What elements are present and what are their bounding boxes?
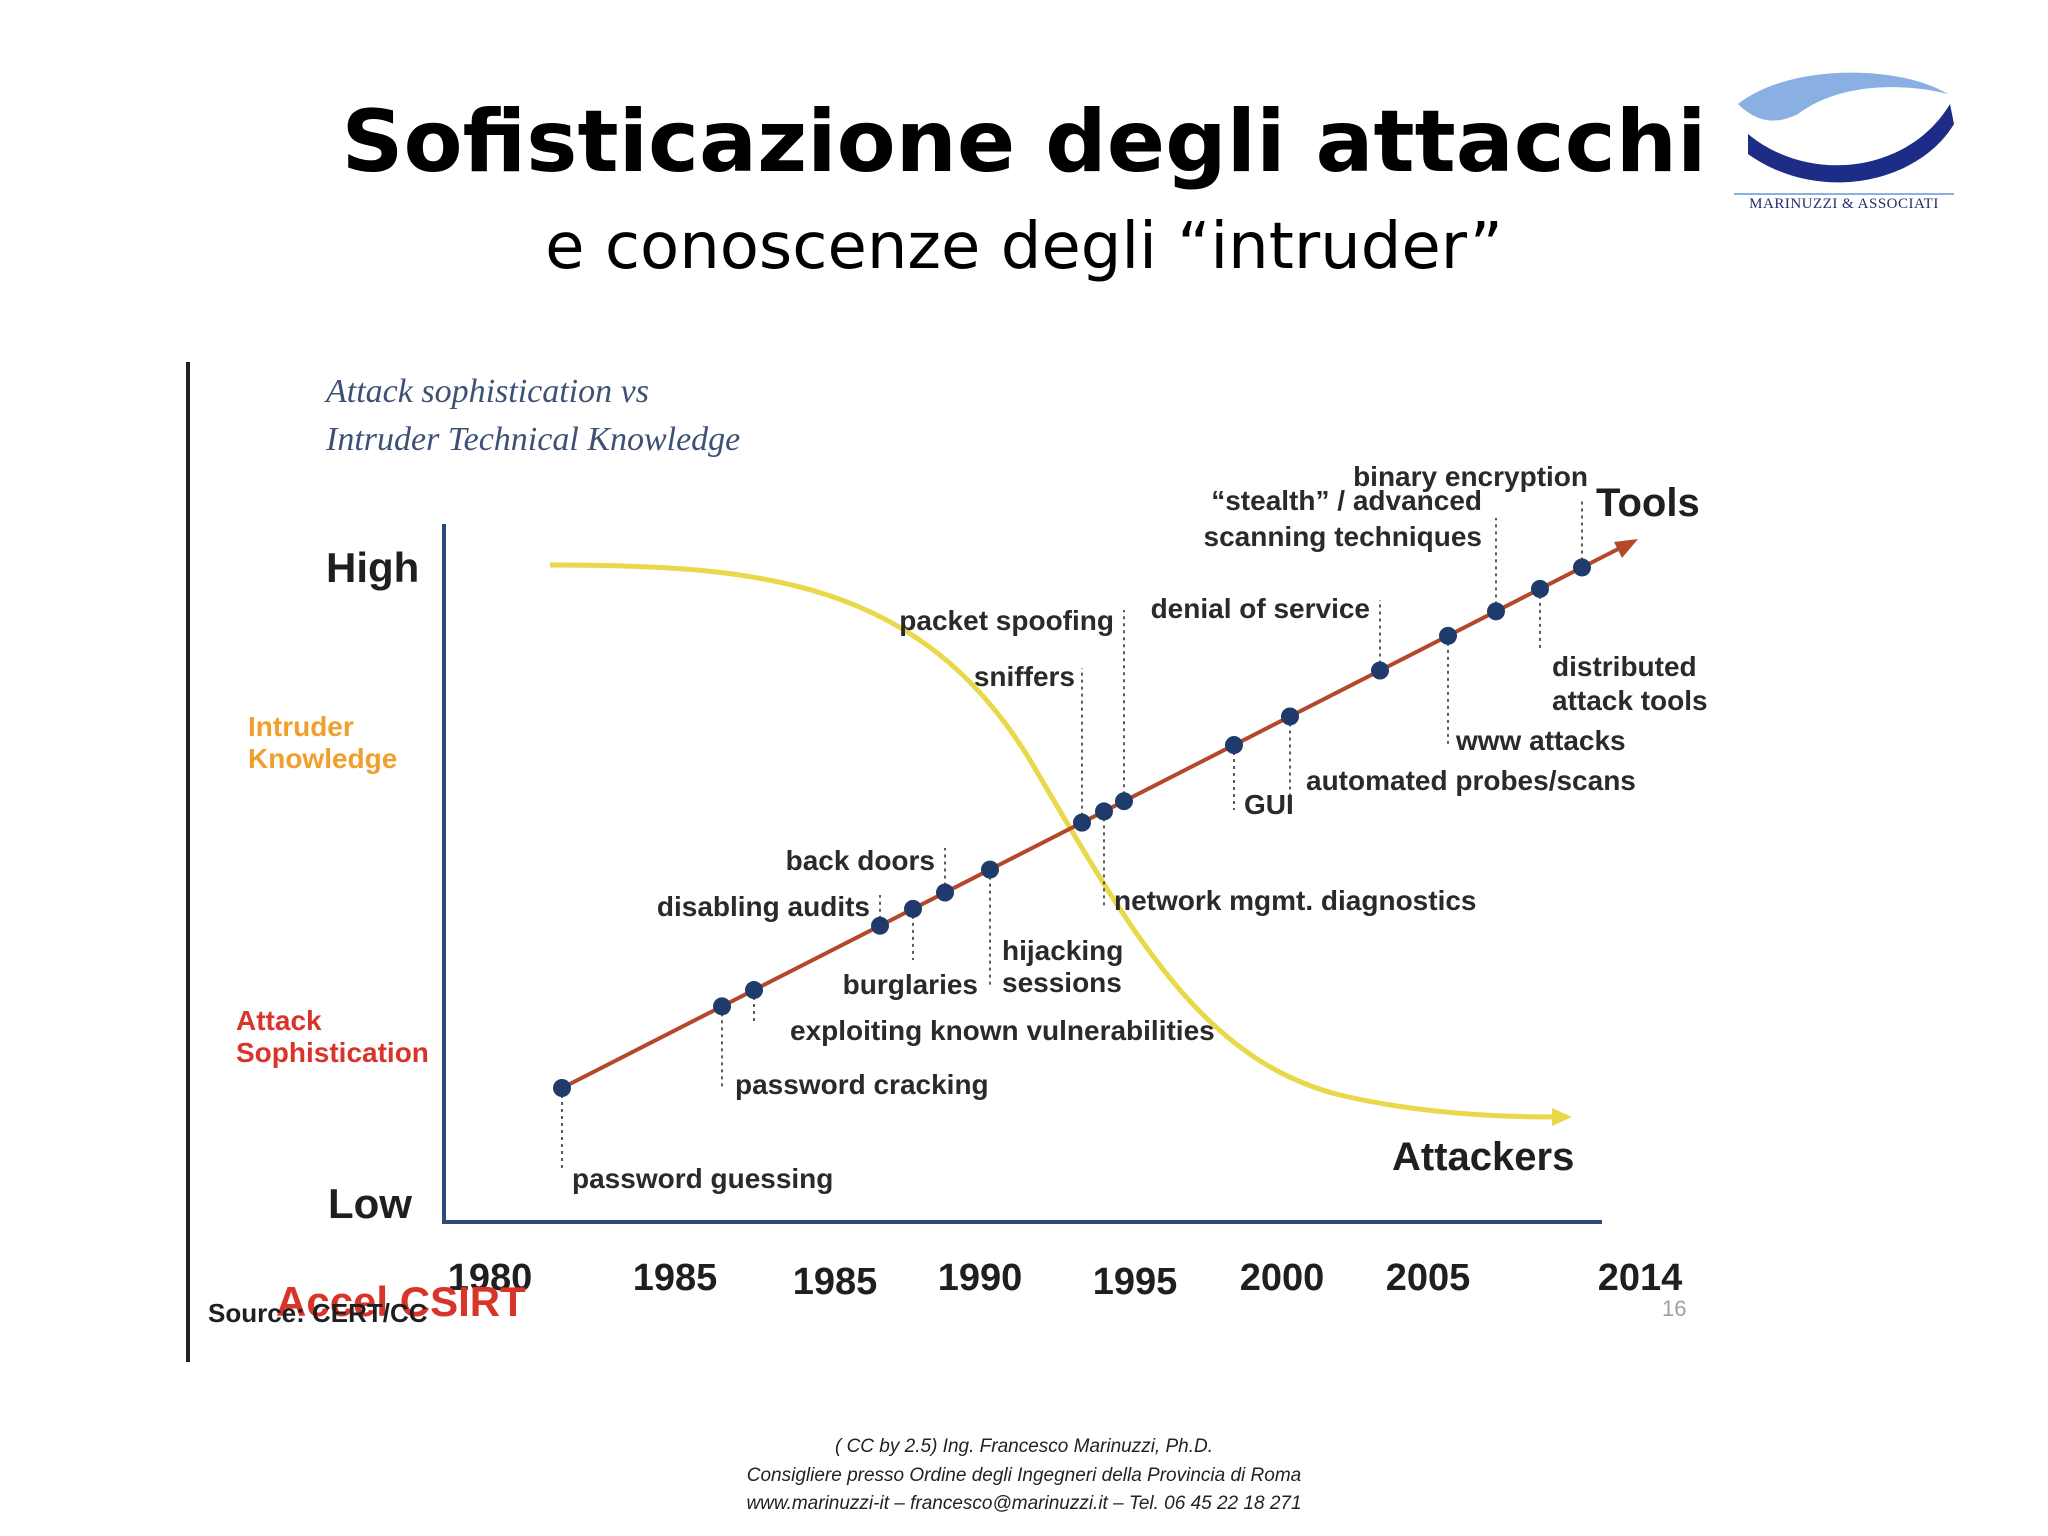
- x-tick-label-2: 1985: [633, 1257, 718, 1299]
- event-label-11: GUI: [1244, 789, 1294, 820]
- event-label-14: www attacks: [1455, 725, 1626, 756]
- logo-icon: [1734, 72, 1954, 195]
- event-point-15: [1487, 602, 1505, 621]
- event-point-7: [981, 860, 999, 879]
- overlay-accel-csirt-label: Accel CSIRT: [276, 1278, 526, 1325]
- event-label-8: sniffers: [974, 661, 1075, 692]
- footer-line-2: Consigliere presso Ordine degli Ingegner…: [746, 1465, 1302, 1486]
- y-low-label: Low: [328, 1180, 412, 1227]
- source-label: Source: CERT/CC: [208, 1298, 428, 1328]
- event-label-5: burglaries: [843, 969, 978, 1000]
- legend-intruder-knowledge-1: Intruder: [248, 711, 354, 742]
- chart-area: Attack sophistication vs Intruder Technic…: [190, 360, 1770, 1360]
- legend-intruder-knowledge-2: Knowledge: [248, 743, 397, 774]
- event-label-16-b: attack tools: [1552, 685, 1708, 716]
- event-label-7-a: hijacking: [1002, 935, 1123, 966]
- event-label-10: packet spoofing: [899, 605, 1114, 636]
- legend-attack-sophistication-2: Sophistication: [236, 1037, 429, 1068]
- frame-left-border: [186, 362, 190, 1362]
- knowledge-curve-arrowhead: [1552, 1108, 1572, 1126]
- attack-chart: Attack sophistication vs Intruder Technic…: [208, 373, 1708, 1328]
- x-tick-label-6: 2000: [1240, 1257, 1325, 1299]
- event-point-13: [1371, 661, 1389, 680]
- event-label-6: back doors: [786, 845, 935, 876]
- footer-line-1: ( CC by 2.5) Ing. Francesco Marinuzzi, P…: [834, 1436, 1213, 1457]
- legend-attack-sophistication-1: Attack: [236, 1005, 322, 1036]
- event-label-12: automated probes/scans: [1306, 765, 1636, 796]
- x-tick-label-4: 1990: [938, 1257, 1023, 1299]
- x-tick-label-8: 2014: [1598, 1257, 1683, 1299]
- event-label-4: disabling audits: [657, 891, 870, 922]
- footer-line-3: www.marinuzzi-it – francesco@marinuzzi.i…: [746, 1493, 1302, 1514]
- intruder-knowledge-curve: [549, 562, 1556, 1120]
- event-label-17: binary encryption: [1353, 461, 1588, 492]
- tools-label: Tools: [1596, 481, 1700, 525]
- event-point-4: [871, 916, 889, 935]
- logo-text: MARINUZZI & ASSOCIATI: [1749, 196, 1939, 212]
- event-point-11: [1225, 736, 1243, 755]
- y-high-label: High: [326, 544, 419, 591]
- attackers-label: Attackers: [1392, 1135, 1574, 1179]
- event-point-1: [553, 1079, 571, 1097]
- x-tick-label-1: 1980: [448, 1257, 533, 1299]
- event-point-14: [1439, 626, 1457, 645]
- event-label-15-b: scanning techniques: [1204, 521, 1483, 552]
- event-label-7-b: sessions: [1002, 967, 1122, 998]
- event-label-9: network mgmt. diagnostics: [1114, 885, 1477, 916]
- event-point-9: [1095, 802, 1113, 821]
- event-point-3: [745, 981, 763, 1000]
- event-point-8: [1073, 813, 1091, 832]
- event-label-13: denial of service: [1151, 593, 1370, 624]
- x-tick-label-3: 1985: [793, 1261, 878, 1303]
- event-label-3: exploiting known vulnerabilities: [790, 1015, 1215, 1046]
- event-point-2: [713, 997, 731, 1016]
- event-label-1: password guessing: [572, 1163, 833, 1194]
- chart-title-line-1: Attack sophistication vs: [324, 373, 649, 410]
- event-label-15-a: “stealth” / advanced: [1211, 485, 1482, 516]
- event-label-2: password cracking: [735, 1069, 989, 1100]
- event-point-10: [1115, 792, 1133, 811]
- event-label-16-a: distributed: [1552, 651, 1697, 682]
- page-number: 16: [1662, 1296, 1686, 1321]
- event-point-12: [1281, 707, 1299, 726]
- slide-title: Sofisticazione degli attacchi: [341, 92, 1707, 192]
- chart-title-line-2: Intruder Technical Knowledge: [325, 421, 740, 458]
- sophistication-line-arrowhead: [1614, 539, 1638, 558]
- event-point-16: [1531, 579, 1549, 598]
- event-point-6: [936, 883, 954, 902]
- event-point-5: [904, 899, 922, 918]
- x-tick-label-5: 1995: [1093, 1261, 1178, 1303]
- event-point-17: [1573, 558, 1591, 577]
- slide-subtitle: e conoscenze degli “intruder”: [545, 210, 1503, 284]
- x-tick-label-7: 2005: [1386, 1257, 1471, 1299]
